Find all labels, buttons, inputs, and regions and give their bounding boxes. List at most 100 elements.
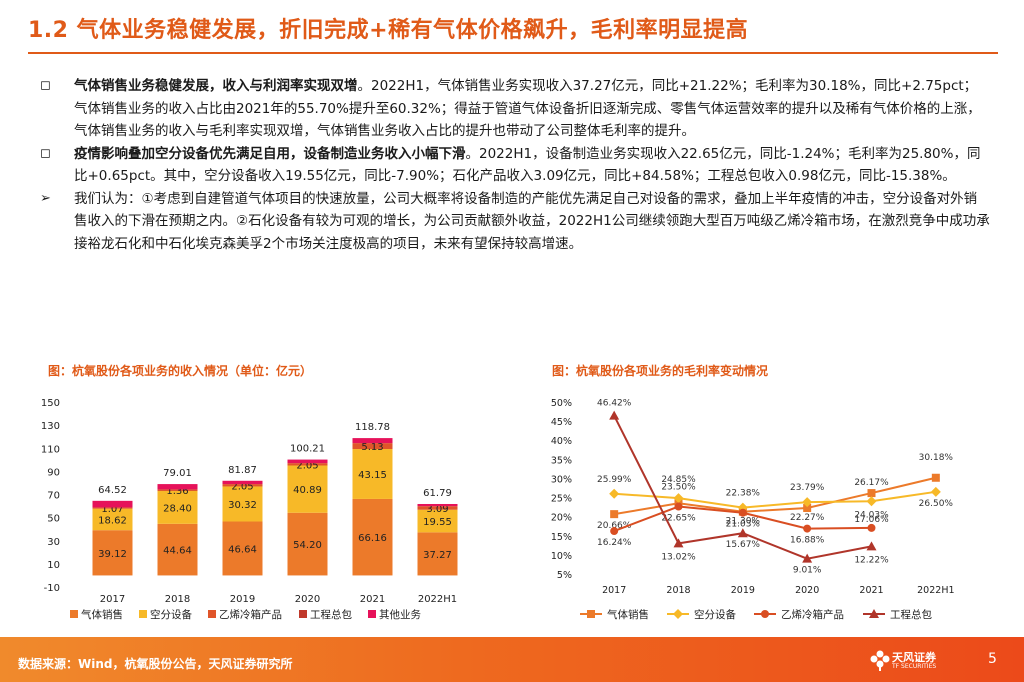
y-tick-label: 5% [557,570,572,581]
data-label: 1.07 [101,504,123,515]
x-tick-label: 2021 [360,594,385,605]
y-tick-label: -10 [44,583,60,594]
legend-marker [673,609,683,619]
bullet-gas-sales: ◻ 气体销售业务稳健发展，收入与利润率实现双增。2022H1，气体销售业务实现收… [40,75,990,143]
bar-segment [417,506,458,510]
series-line [614,490,936,509]
data-label: 26.17% [854,478,889,488]
data-label: 40.89 [293,485,322,496]
point-marker [931,473,940,482]
data-label: 12.22% [854,555,889,565]
x-tick-label: 2020 [295,594,320,605]
logo-text: 天风证券 [892,651,936,664]
data-label: 22.38% [726,489,761,499]
data-label: 22.65% [661,514,696,524]
bar-segment [222,521,263,576]
y-tick-label: 10 [47,560,60,571]
x-tick-label: 2019 [230,594,255,605]
bullet-text: 。2022H1，气体销售业务实现收入37.27亿元，同比+21.22%；毛利率为… [74,78,981,139]
bullet-equipment: ◻ 疫情影响叠加空分设备优先满足自用，设备制造业务收入小幅下滑。2022H1，设… [40,143,990,188]
legend-label: 空分设备 [150,608,192,621]
data-label: 13.02% [661,552,696,562]
series-line [614,476,937,516]
legend-marker [869,609,879,618]
legend-swatch [299,610,307,618]
gross-margin-line-chart: 50% 45% 40% 35% 30% 25% 20% 15% 10% 5% 2017 2018 201… [551,398,955,621]
bullet-text: 我们认为：①考虑到自建管道气体项目的快速放量，公司大概率将设备制造的产能优先满足… [74,190,990,252]
bar-segment [157,489,198,491]
bar-segment [417,509,458,533]
data-label: 54.20 [293,540,322,551]
page-title: 1.2 气体业务稳健发展，折旧完成+稀有气体价格飙升，毛利率明显提高 [28,18,749,43]
bar-segment [92,530,133,576]
data-label: 2.05 [231,481,253,492]
legend-marker [761,610,769,618]
data-label: 23.50% [661,482,696,492]
y-tick-label: 110 [41,444,60,455]
x-tick-label: 2018 [165,594,190,605]
point-marker [867,523,876,532]
data-label: 28.40 [163,503,192,514]
data-label: 43.15 [358,470,387,481]
point-marker [674,502,683,511]
bar-segment [287,459,328,464]
legend-label: 气体销售 [607,608,649,621]
point-marker [803,503,812,512]
bar-segment [222,480,263,485]
data-label: 19.55 [423,517,452,528]
margin-chart-title: 图：杭氧股份各项业务的毛利率变动情况 [552,364,769,378]
x-tick-label: 2017 [602,585,626,596]
data-label: 39.12 [98,549,127,560]
arrow-bullet-icon: ➢ [40,190,51,206]
total-label: 79.01 [163,468,192,479]
logo-subtext: TF SECURITIES [892,663,937,670]
bar-segment [417,532,458,576]
bar-segment [417,503,458,507]
legend-swatch [368,610,376,618]
bar-segment [352,438,393,444]
y-tick-label: 30% [551,474,572,485]
page-number: 5 [988,651,997,667]
data-label: 44.64 [163,546,192,557]
y-tick-label: 15% [551,532,572,543]
y-tick-label: 20% [551,513,572,524]
data-label: 26.50% [919,499,954,509]
y-tick-label: 50% [551,398,572,409]
bar-segment [352,498,393,576]
flower-logo-icon [870,650,890,671]
total-label: 81.87 [228,465,257,476]
data-label: 23.79% [790,483,825,493]
data-label: 46.64 [228,544,257,555]
bar-segment [157,523,198,576]
title-divider [28,52,998,54]
x-tick-label: 2018 [666,585,690,596]
checkbox-bullet-icon: ◻ [40,145,51,161]
bar-segment [287,465,328,513]
series-line [613,415,872,560]
legend-label: 工程总包 [890,608,932,621]
bar-segment [157,484,198,490]
company-logo: 天风证券 TF SECURITIES [870,647,950,675]
point-marker [867,489,876,498]
y-tick-label: 35% [551,455,572,466]
legend-swatch [139,610,147,618]
data-label: 2.05 [296,460,318,471]
point-marker [609,410,620,420]
y-tick-label: 150 [41,398,60,409]
data-label: 21.30% [726,517,761,527]
point-marker [609,488,620,499]
legend-label: 气体销售 [81,608,123,621]
bar-segment [92,500,133,508]
total-label: 64.52 [98,485,127,496]
bar-segment [222,484,263,487]
legend-label: 乙烯冷箱产品 [781,608,844,621]
x-tick-label: 2019 [731,585,755,596]
legend-label: 空分设备 [694,608,736,621]
y-tick-label: 10% [551,551,572,562]
bar-segment [287,463,328,466]
x-tick-label: 2017 [100,594,125,605]
x-tick-label: 2022H1 [917,585,954,596]
legend-label: 其他业务 [379,608,421,621]
y-tick-label: 50 [47,514,60,525]
data-label: 16.88% [790,536,825,546]
